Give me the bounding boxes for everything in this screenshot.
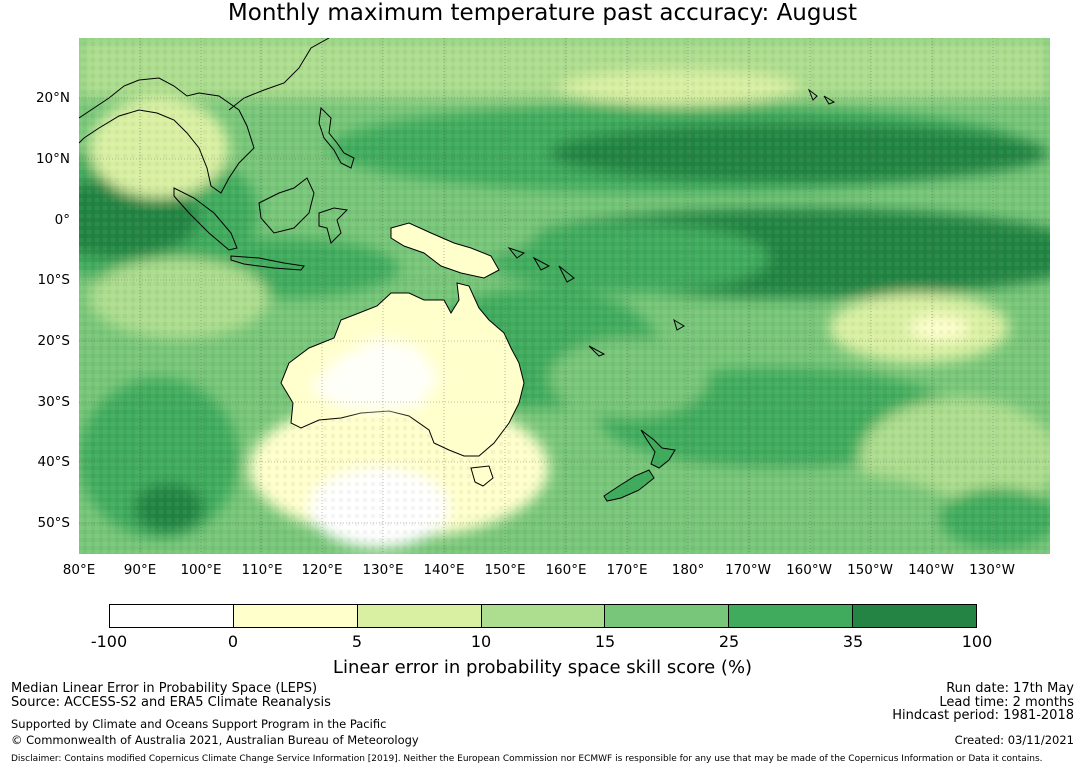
footer-method: Median Linear Error in Probability Space… (11, 681, 318, 696)
colorbar-tick-5: 15 (594, 632, 616, 651)
sulawesi-landmass (318, 207, 349, 244)
colorbar-tick-6: 25 (718, 632, 740, 651)
tasmania-landmass (470, 465, 494, 487)
lon-label-130w: 130°W (969, 562, 1015, 578)
footer-support: Supported by Climate and Oceans Support … (11, 717, 387, 731)
footer-copyright: © Commonwealth of Australia 2021, Austra… (11, 733, 419, 747)
lat-label-50s: 50°S (37, 515, 71, 531)
lon-label-170e: 170°E (606, 562, 648, 578)
lat-label-40s: 40°S (37, 454, 71, 470)
lat-label-30s: 30°S (37, 394, 71, 410)
borneo-landmass (258, 177, 315, 234)
colorbar-bin-2 (233, 605, 358, 627)
colorbar-tick-8: 100 (961, 632, 993, 651)
new-zealand-south-island (603, 469, 655, 502)
map-svg (79, 38, 1050, 554)
new-zealand-north-island (640, 429, 676, 469)
colorbar-label: Linear error in probability space skill … (332, 657, 753, 678)
colorbar-tick-7: 35 (842, 632, 864, 651)
lat-label-10s: 10°S (37, 272, 71, 288)
colorbar-bin-1 (110, 605, 234, 627)
colorbar-tick-1: -100 (90, 632, 128, 651)
footer-created: Created: 03/11/2021 (954, 733, 1074, 747)
colorbar-tick-2: 0 (227, 632, 239, 651)
skill-score-map (79, 38, 1050, 554)
lat-label-10n: 10°N (35, 151, 70, 167)
lon-label-140e: 140°E (423, 562, 465, 578)
lon-label-110e: 110°E (241, 562, 283, 578)
lon-label-100e: 100°E (180, 562, 222, 578)
disclaimer: Disclaimer: Contains modified Copernicus… (11, 754, 1043, 764)
lon-label-180: 180° (671, 562, 705, 578)
footer-run-date: Run date: 17th May (946, 681, 1074, 696)
philippines-landmass (318, 106, 355, 169)
lat-label-20n: 20°N (35, 90, 70, 106)
graticule (79, 38, 1050, 554)
lon-label-90e: 90°E (123, 562, 157, 578)
lon-label-150e: 150°E (484, 562, 526, 578)
java-landmass (230, 255, 305, 271)
asia-coastline (79, 77, 255, 194)
lon-label-130e: 130°E (362, 562, 404, 578)
colorbar-bin-4 (481, 605, 606, 627)
lon-label-140w: 140°W (908, 562, 954, 578)
footer-lead-time: Lead time: 2 months (939, 695, 1074, 710)
colorbar-bin-6 (729, 605, 854, 627)
chart-title: Monthly maximum temperature past accurac… (227, 0, 858, 26)
footer-source: Source: ACCESS-S2 and ERA5 Climate Reana… (11, 695, 331, 710)
pacific-islands (507, 88, 836, 357)
lon-label-150w: 150°W (847, 562, 893, 578)
colorbar (109, 604, 977, 628)
lat-label-0: 0° (54, 212, 70, 228)
lon-label-170w: 170°W (725, 562, 771, 578)
colorbar-tick-3: 5 (351, 632, 363, 651)
lon-label-80e: 80°E (62, 562, 96, 578)
footer-hindcast-period: Hindcast period: 1981-2018 (892, 708, 1074, 723)
colorbar-tick-4: 10 (470, 632, 492, 651)
lon-label-120e: 120°E (301, 562, 343, 578)
sumatra-landmass (173, 187, 238, 251)
colorbar-bin-3 (357, 605, 482, 627)
lon-label-160w: 160°W (786, 562, 832, 578)
colorbar-bin-7 (853, 605, 977, 627)
new-guinea-landmass (390, 222, 500, 279)
lat-label-20s: 20°S (37, 333, 71, 349)
lon-label-160e: 160°E (545, 562, 587, 578)
colorbar-bin-5 (605, 605, 730, 627)
